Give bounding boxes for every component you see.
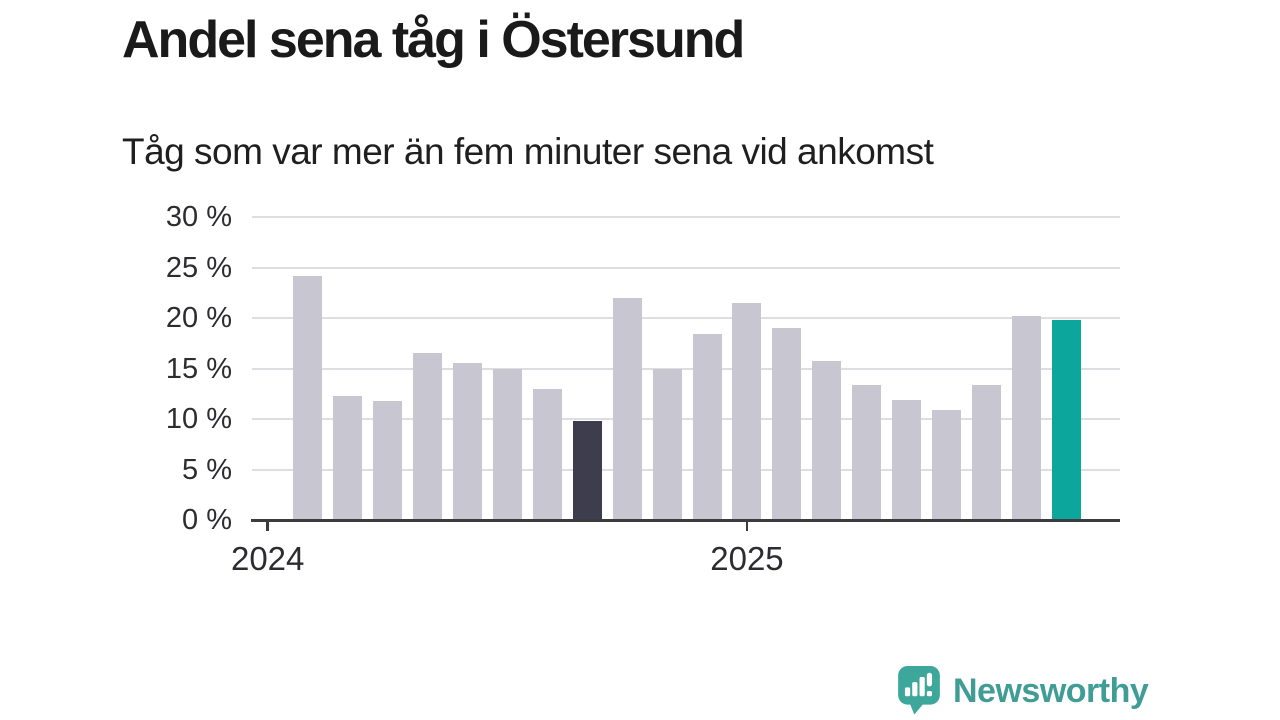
y-axis-label-20: 20 % (165, 302, 232, 334)
y-axis-label-15: 15 % (165, 352, 232, 385)
x-axis-label-2025: 2025 (710, 540, 784, 577)
brand-name: Newsworthy (953, 671, 1149, 710)
newsworthy-logo-icon (898, 666, 940, 715)
y-axis-label-10: 10 % (165, 403, 232, 435)
bar-apr-2025 (852, 384, 882, 520)
bar-maj-2024 (412, 353, 442, 520)
gridline-25 (252, 266, 1120, 269)
gridline-10 (252, 418, 1120, 420)
bar-sep-2024 (572, 421, 602, 520)
bar-jun-2025 (932, 409, 962, 520)
chart-subtitle: Tåg som var mer än fem minuter sena vid … (122, 131, 934, 172)
bar-nov-2024 (652, 368, 682, 520)
bar-mar-2024 (333, 395, 363, 520)
bar-feb-2025 (772, 328, 802, 520)
bar-jul-2024 (492, 368, 522, 520)
bar-aug-2025 (1012, 315, 1042, 520)
x-axis-tick-2025 (745, 521, 749, 531)
y-axis-label-0: 0 % (182, 504, 232, 536)
bar-okt-2024 (612, 297, 642, 520)
bar-maj-2025 (892, 399, 922, 520)
bar-aug-2024 (532, 388, 562, 520)
newsworthy-brand: Newsworthy (898, 666, 1149, 715)
y-axis-label-5: 5 % (182, 453, 232, 486)
bar-jan-2025 (732, 302, 762, 520)
bar-dec-2024 (692, 334, 722, 520)
bar-feb-2024 (293, 275, 323, 520)
bar-mar-2025 (812, 361, 842, 520)
y-axis-label-25: 25 % (165, 251, 232, 284)
gridline-20 (252, 317, 1120, 319)
bar-jun-2024 (452, 363, 482, 520)
gridline-15 (252, 367, 1120, 370)
x-axis-label-2024: 2024 (230, 540, 305, 577)
x-axis-tick-2024 (266, 521, 269, 531)
bar-sep-2025 (1052, 320, 1081, 520)
x-axis-line (251, 518, 1120, 522)
gridline-5 (252, 468, 1120, 471)
bar-jul-2025 (972, 384, 1002, 520)
page-title: Andel sena tåg i Östersund (122, 11, 745, 69)
y-axis-label-30: 30 % (165, 201, 232, 233)
bar-apr-2024 (373, 400, 403, 520)
gridline-30 (252, 216, 1120, 218)
